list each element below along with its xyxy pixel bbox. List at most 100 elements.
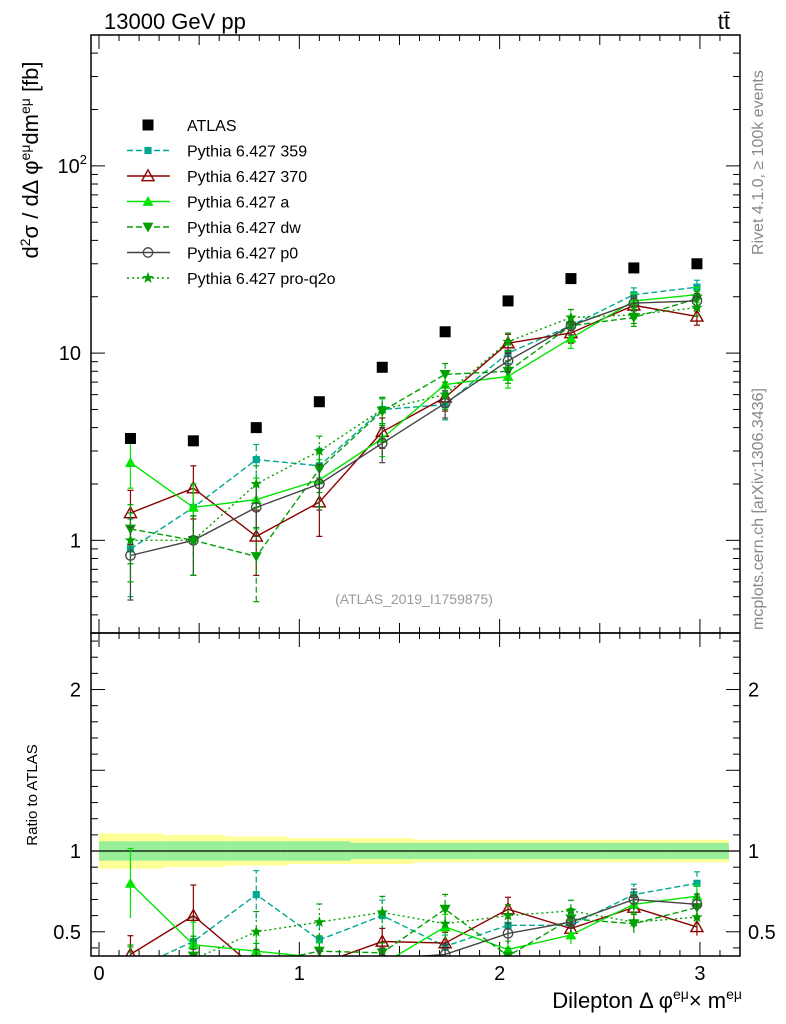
- ratio-point: [186, 908, 201, 921]
- data-point: [313, 396, 325, 408]
- ratio-ytick-label-left: 0.5: [53, 922, 81, 944]
- legend-entry: Pythia 6.427 a: [127, 195, 289, 212]
- legend-marker: [142, 119, 154, 131]
- ratio-point: [313, 958, 325, 969]
- ratio-point: [250, 925, 262, 937]
- data-point: [187, 534, 200, 546]
- data-point: [502, 355, 514, 367]
- x-tick-label: 1: [294, 963, 305, 985]
- ratio-point: [375, 933, 390, 947]
- data-point: [124, 432, 136, 444]
- legend-marker: [142, 247, 154, 258]
- ratio-point: [502, 951, 514, 956]
- ratio-point: [689, 919, 705, 933]
- data-point: [502, 295, 514, 307]
- data-point: [502, 335, 514, 347]
- legend-label: Pythia 6.427 370: [187, 169, 307, 186]
- data-point: [250, 422, 262, 434]
- x-tick-label: 2: [494, 963, 505, 985]
- ratio-line: [186, 906, 698, 956]
- analysis-label: (ATLAS_2019_I1759875): [335, 591, 493, 607]
- ratio-line: [130, 882, 697, 956]
- main-ylabel: d2σ / dΔ φeμdmeμ [fb]: [17, 61, 43, 258]
- legend-entry: ATLAS: [142, 118, 237, 135]
- ratio-point: [628, 894, 640, 905]
- series-pythia-6-427-pro-q2o: [124, 299, 703, 583]
- ratio-line: [414, 898, 697, 956]
- ratio-point: [439, 904, 451, 915]
- data-point: [565, 332, 577, 343]
- series-line: [130, 298, 698, 558]
- ratio-ylabel: Ratio to ATLAS: [24, 744, 41, 845]
- ratio-line: [160, 882, 698, 956]
- ratio-point: [502, 928, 514, 939]
- data-point: [249, 528, 264, 542]
- legend-label: ATLAS: [187, 118, 237, 135]
- data-point: [250, 552, 262, 562]
- ratio-point: [378, 953, 387, 956]
- ratio-plot-frame: [90, 632, 741, 957]
- header-process-label: tt̄: [718, 9, 730, 34]
- ratio-series-pythia-6-427-p0: [126, 888, 703, 978]
- ratio-line: [198, 910, 697, 956]
- ratio-point: [628, 916, 640, 927]
- series-line: [130, 286, 697, 550]
- main-ytick-label: 1: [70, 530, 81, 552]
- ratio-point: [693, 879, 701, 887]
- ratio-panel: 0.5 0.5 1 1 2 2: [53, 632, 776, 978]
- series-line: [130, 306, 697, 541]
- ratio-point: [252, 891, 260, 899]
- data-point: [376, 403, 388, 415]
- ratio-point: [377, 959, 388, 969]
- mcplots-label: mcplots.cern.ch [arXiv:1306.3436]: [750, 388, 767, 630]
- data-point: [628, 262, 640, 274]
- legend-label: Pythia 6.427 a: [187, 195, 289, 212]
- ratio-point: [315, 959, 324, 968]
- legend-entry: Pythia 6.427 p0: [127, 246, 298, 263]
- ratio-point: [189, 961, 198, 970]
- ratio-point: [691, 898, 703, 910]
- data-point: [628, 308, 640, 320]
- legend-label: Pythia 6.427 359: [187, 144, 307, 161]
- data-point: [565, 273, 577, 285]
- data-point: [689, 308, 705, 322]
- legend-label: Pythia 6.427 dw: [187, 220, 301, 237]
- data-point: [439, 369, 451, 380]
- series-line: [130, 294, 697, 509]
- legend-marker: [142, 222, 154, 233]
- legend-entry: Pythia 6.427 359: [127, 144, 307, 161]
- data-point: [124, 457, 136, 468]
- ratio-point: [565, 904, 577, 916]
- data-point: [187, 501, 199, 512]
- legend-entry: Pythia 6.427 dw: [127, 220, 301, 237]
- ratio-ytick-label-left: 1: [70, 841, 81, 863]
- ratio-ytick-label-right: 1: [748, 841, 759, 863]
- ratio-point: [126, 969, 135, 978]
- ratio-point: [125, 958, 136, 968]
- legend-marker: [142, 196, 154, 206]
- legend-marker: [140, 168, 156, 182]
- ratio-point: [439, 921, 451, 932]
- legend-entry: Pythia 6.427 370: [127, 168, 307, 186]
- ratio-point: [252, 959, 261, 968]
- data-point: [313, 445, 326, 456]
- data-point: [187, 435, 199, 447]
- ratio-series-pythia-6-427-dw: [125, 893, 703, 970]
- legend-label: Pythia 6.427 pro-q2o: [187, 271, 336, 288]
- series-pythia-6-427-dw: [124, 290, 703, 603]
- series-line: [130, 304, 698, 538]
- data-point: [565, 311, 577, 323]
- ratio-point: [565, 916, 577, 928]
- x-tick-label: 3: [694, 963, 705, 985]
- ratio-point: [376, 906, 388, 918]
- series-atlas: [124, 258, 703, 447]
- data-point: [376, 361, 388, 373]
- series-line: [130, 300, 697, 557]
- ratio-point: [251, 960, 262, 970]
- ratio-axis-ticks: 0.5 0.5 1 1 2 2: [53, 640, 776, 949]
- main-ytick-label: 102: [58, 152, 87, 178]
- ratio-point: [124, 877, 136, 888]
- x-tick-label: 0: [93, 963, 104, 985]
- main-ytick-label: 10: [59, 343, 81, 365]
